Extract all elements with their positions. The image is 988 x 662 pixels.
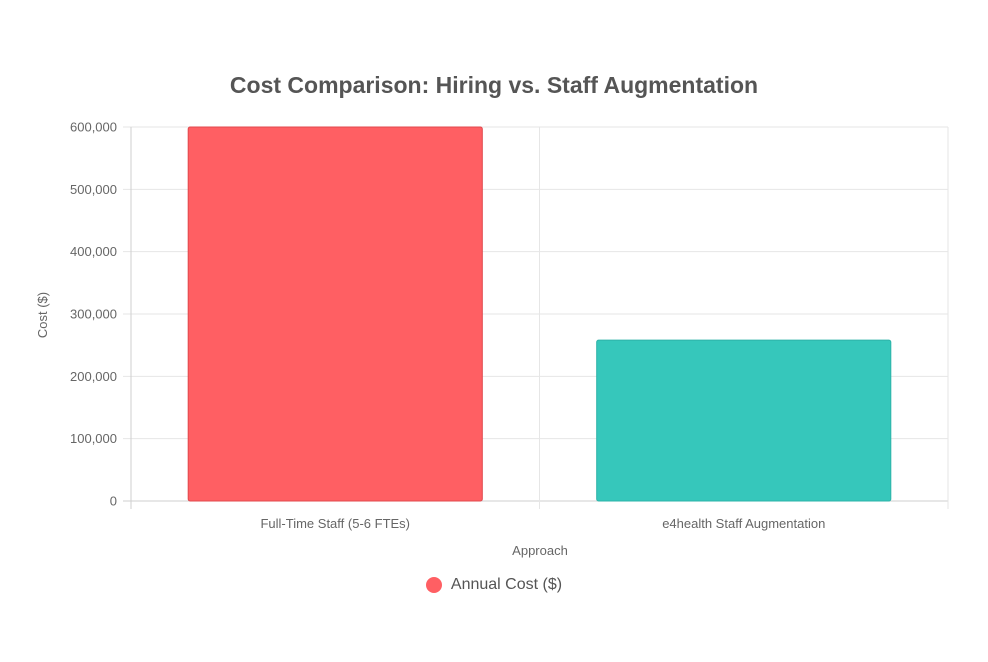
bars [187,126,892,502]
bar[interactable] [596,339,892,502]
y-tick-label: 0 [110,494,117,509]
x-tick-label: Full-Time Staff (5-6 FTEs) [260,516,410,531]
y-tick-label: 400,000 [70,244,117,259]
bar[interactable] [187,126,483,502]
y-tick-label: 500,000 [70,182,117,197]
y-tick-label: 600,000 [70,120,117,135]
y-axis-label: Cost ($) [35,292,50,338]
y-tick-label: 300,000 [70,307,117,322]
x-tick-label: e4health Staff Augmentation [662,516,825,531]
axes: 0 100,000 200,000 300,000 400,000 500,000 600,… [70,120,825,532]
y-tick-label: 200,000 [70,369,117,384]
legend[interactable]: Annual Cost ($) [0,576,988,594]
legend-swatch-annual-cost [425,577,442,593]
y-tick-label: 100,000 [70,431,117,446]
legend-label-annual-cost: Annual Cost ($) [450,576,563,593]
chart-title: Cost Comparison: Hiring vs. Staff Augmen… [230,72,758,98]
x-axis-label: Approach [512,543,568,558]
